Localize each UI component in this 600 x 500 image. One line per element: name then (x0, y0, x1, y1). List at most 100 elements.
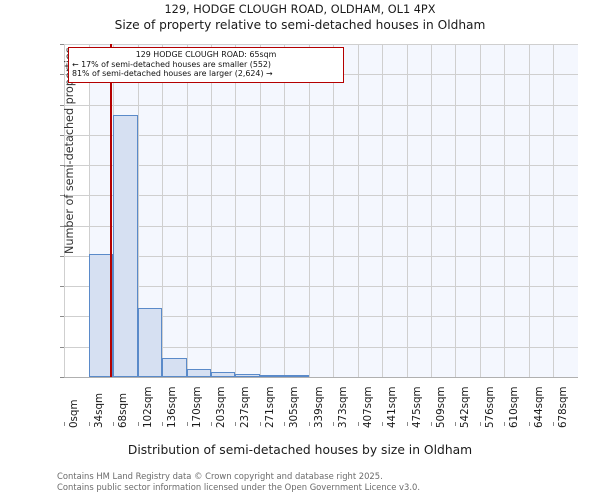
plot-area: Number of semi-detached properties 02004… (60, 44, 578, 428)
x-axis-tick-label: 339sqm (312, 386, 325, 428)
gridline-vertical (479, 44, 481, 377)
x-axis-tick-label: 102sqm (141, 386, 154, 428)
gridline-vertical (284, 44, 286, 377)
gridline-vertical (382, 44, 384, 377)
gridline-vertical (431, 44, 433, 377)
y-axis-tick (60, 165, 64, 167)
gridline-vertical (88, 44, 90, 377)
x-axis-tick (431, 422, 433, 426)
gridline-vertical (406, 44, 408, 377)
y-axis-tick (60, 225, 64, 227)
x-axis-tick (113, 422, 115, 426)
page-title: 129, HODGE CLOUGH ROAD, OLDHAM, OL1 4PX (164, 3, 436, 16)
x-axis-tick-label: 407sqm (361, 386, 374, 428)
annotation-larger-stat: 81% of semi-detached houses are larger (… (72, 69, 273, 79)
x-axis-tick (210, 422, 212, 426)
gridline-vertical (553, 44, 555, 377)
property-annotation-box: 129 HODGE CLOUGH ROAD: 65sqm ← 17% of se… (68, 47, 344, 83)
gridline-vertical (333, 44, 335, 377)
x-axis-tick-label: 271sqm (263, 386, 276, 428)
x-axis-tick-label: 441sqm (386, 386, 399, 428)
histogram-bar (113, 115, 138, 377)
x-axis-tick (88, 422, 90, 426)
gridline-horizontal (64, 44, 578, 45)
gridline-horizontal (64, 316, 578, 318)
x-axis-tick-label: 136sqm (166, 386, 179, 428)
x-axis-tick-label: 610sqm (508, 386, 521, 428)
gridline-vertical (308, 44, 310, 377)
y-axis-tick (60, 134, 64, 136)
y-axis-tick (60, 316, 64, 318)
gridline-vertical (455, 44, 457, 377)
x-axis-tick-label: 644sqm (532, 386, 545, 428)
gridline-horizontal (64, 195, 578, 197)
y-axis-tick (60, 104, 64, 106)
gridline-horizontal (64, 286, 578, 288)
histogram-bar (210, 372, 236, 377)
footer-line-2: Contains public sector information licen… (57, 481, 420, 492)
x-axis-tick-label: 68sqm (117, 392, 130, 428)
histogram-bar (162, 358, 187, 377)
gridline-vertical (235, 44, 237, 377)
gridline-vertical (528, 44, 530, 377)
histogram-bar (284, 375, 309, 377)
annotation-smaller-stat: ← 17% of semi-detached houses are smalle… (72, 59, 271, 69)
annotation-property-size: 129 HODGE CLOUGH ROAD: 65sqm (135, 50, 277, 59)
histogram-bar (259, 374, 285, 377)
x-axis-tick (64, 422, 65, 426)
x-axis-tick (162, 422, 164, 426)
y-axis-tick (60, 74, 64, 76)
gridline-horizontal (64, 255, 578, 257)
gridline-vertical (186, 44, 188, 377)
footer-line-1: Contains HM Land Registry data © Crown c… (57, 471, 383, 481)
x-axis-tick (553, 422, 555, 426)
x-axis-tick-label: 305sqm (288, 386, 301, 428)
gridline-horizontal (64, 104, 578, 106)
x-axis-title: Distribution of semi-detached houses by … (127, 443, 473, 457)
gridline-vertical (504, 44, 506, 377)
x-axis-tick (333, 422, 335, 426)
x-axis-tick (382, 422, 384, 426)
x-axis-tick-label: 509sqm (435, 386, 448, 428)
x-axis-tick (235, 422, 237, 426)
x-axis-tick-label: 678sqm (557, 386, 570, 428)
x-axis-line (64, 377, 578, 378)
y-axis-tick (60, 195, 64, 197)
y-axis-tick (60, 44, 64, 45)
x-axis-tick (137, 422, 139, 426)
x-axis-tick (284, 422, 286, 426)
x-axis-tick-label: 34sqm (92, 392, 105, 428)
chart-subtitle: Size of property relative to semi-detach… (114, 18, 486, 32)
x-axis-tick (308, 422, 310, 426)
x-axis-tick-label: 0sqm (68, 399, 80, 428)
property-marker-line (110, 44, 112, 377)
histogram-bar (186, 368, 211, 377)
y-axis-tick (60, 346, 64, 348)
gridline-vertical (137, 44, 139, 377)
gridline-vertical (357, 44, 359, 377)
plot-shaded-band (88, 44, 578, 377)
histogram-bar (137, 308, 163, 377)
gridline-horizontal (64, 165, 578, 167)
x-axis-tick-label: 542sqm (459, 386, 472, 428)
x-axis-tick-label: 475sqm (410, 386, 423, 428)
x-axis-tick (528, 422, 530, 426)
chart-title-block: 129, HODGE CLOUGH ROAD, OLDHAM, OL1 4PX … (0, 2, 600, 33)
x-axis-tick-label: 576sqm (483, 386, 496, 428)
y-axis-tick (60, 286, 64, 288)
gridline-vertical (210, 44, 212, 377)
gridline-vertical (162, 44, 164, 377)
x-axis-tick (186, 422, 188, 426)
gridline-horizontal (64, 225, 578, 227)
histogram-bar (88, 254, 114, 377)
histogram-bar (235, 374, 260, 377)
gridline-horizontal (64, 134, 578, 136)
attribution-footer: Contains HM Land Registry data © Crown c… (57, 471, 420, 492)
x-axis-tick (357, 422, 359, 426)
gridline-vertical (259, 44, 261, 377)
x-axis-tick-label: 203sqm (214, 386, 227, 428)
x-axis-tick-label: 373sqm (337, 386, 350, 428)
x-axis-tick-label: 170sqm (190, 386, 203, 428)
x-axis-tick (406, 422, 408, 426)
